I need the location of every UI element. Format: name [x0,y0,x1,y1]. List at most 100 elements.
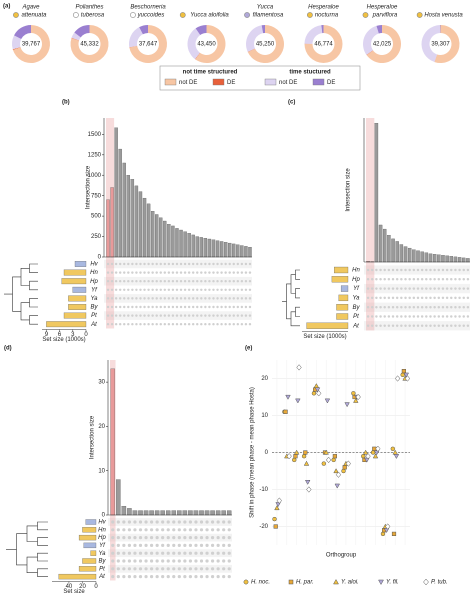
matrix-dot [179,271,183,274]
matrix-dot [163,279,167,283]
set-name: Hv [98,520,106,526]
y-axis-title: Intersection size [86,165,92,209]
matrix-dot [127,528,132,532]
matrix-dot [244,288,248,292]
matrix-dot [212,262,215,266]
matrix-dot [366,268,370,272]
donut-segment [362,25,379,55]
matrix-dot [172,528,176,532]
matrix-dot [244,297,248,300]
matrix-dot [191,314,195,317]
bar [403,246,408,263]
matrix-dot [106,271,110,274]
matrix-dot [155,559,159,563]
y-tick-label: 500 [91,214,102,220]
matrix-dot [205,567,209,571]
matrix-dot [138,543,143,548]
matrix-dot [216,575,220,579]
matrix-dot [216,536,220,540]
matrix-dot [383,305,386,309]
matrix-dot [462,296,466,300]
matrix-dot [172,567,176,571]
bar [132,510,138,516]
matrix-dot [420,278,424,281]
matrix-dot [167,288,171,292]
matrix-dot [127,271,130,274]
matrix-dot [175,322,179,326]
matrix-dot [188,559,193,563]
matrix-dot [437,324,441,328]
matrix-dot [445,268,449,272]
legend-label: not DE [179,80,197,86]
matrix-dot [187,262,191,266]
matrix-dot [395,268,399,272]
donut-segment [12,47,21,50]
matrix-dot [135,279,138,283]
matrix-dot [131,314,134,317]
matrix-dot [400,278,403,281]
set-size-bar [61,278,87,285]
matrix-dot [454,324,457,328]
matrix-dot [161,520,165,524]
matrix-dot [111,551,115,555]
matrix-dot [133,528,137,532]
matrix-dot [395,296,399,300]
donut-segment [129,27,143,48]
point [333,468,339,474]
donut-segment [421,25,441,63]
matrix-dot [159,314,162,317]
matrix-dot [404,287,407,290]
point [342,465,347,470]
matrix-dot [204,305,207,309]
matrix-dot [127,520,132,524]
y-tick-label: 10 [261,413,268,419]
matrix-dot [188,551,193,555]
bar [232,243,236,258]
matrix-dot [232,279,235,283]
bar [149,510,154,516]
matrix-dot [123,305,126,309]
matrix-dot [122,559,126,563]
matrix-dot [118,271,122,274]
matrix-dot [462,305,466,309]
matrix-dot [163,314,167,317]
matrix-dot [366,305,370,309]
matrix-dot [177,543,181,548]
matrix-dot [183,543,187,548]
matrix-dot [122,543,126,548]
bar [163,220,167,258]
matrix-dot [144,551,148,555]
set-size-bar [306,322,349,329]
set-name: Pt [91,313,97,319]
matrix-dot [163,271,167,274]
matrix-dot [144,575,148,579]
matrix-dot [196,305,199,309]
matrix-dot [216,279,219,283]
matrix-dot [159,271,162,274]
set-name: Ya [99,551,107,557]
matrix-dot [194,559,198,563]
matrix-dot [175,314,179,317]
matrix-dot [375,296,378,300]
bar [407,247,412,263]
bar [428,253,433,263]
matrix-dot [163,262,167,266]
bar [182,510,188,516]
matrix-dot [147,297,150,300]
matrix-dot [131,297,134,300]
matrix-dot [224,322,227,326]
species-marker [244,12,250,18]
matrix-dot [216,297,219,300]
matrix-dot [166,575,170,579]
matrix-dot [220,305,223,309]
matrix-dot [437,305,441,309]
matrix-dot [216,314,219,317]
matrix-dot [387,268,391,272]
matrix-dot [155,567,159,571]
bar [219,241,224,258]
species-name: Hosta venusta [424,13,463,19]
matrix-dot [183,551,187,555]
donut-segment [139,25,148,35]
y-tick-label: -10 [259,487,268,493]
matrix-dot [204,279,207,283]
